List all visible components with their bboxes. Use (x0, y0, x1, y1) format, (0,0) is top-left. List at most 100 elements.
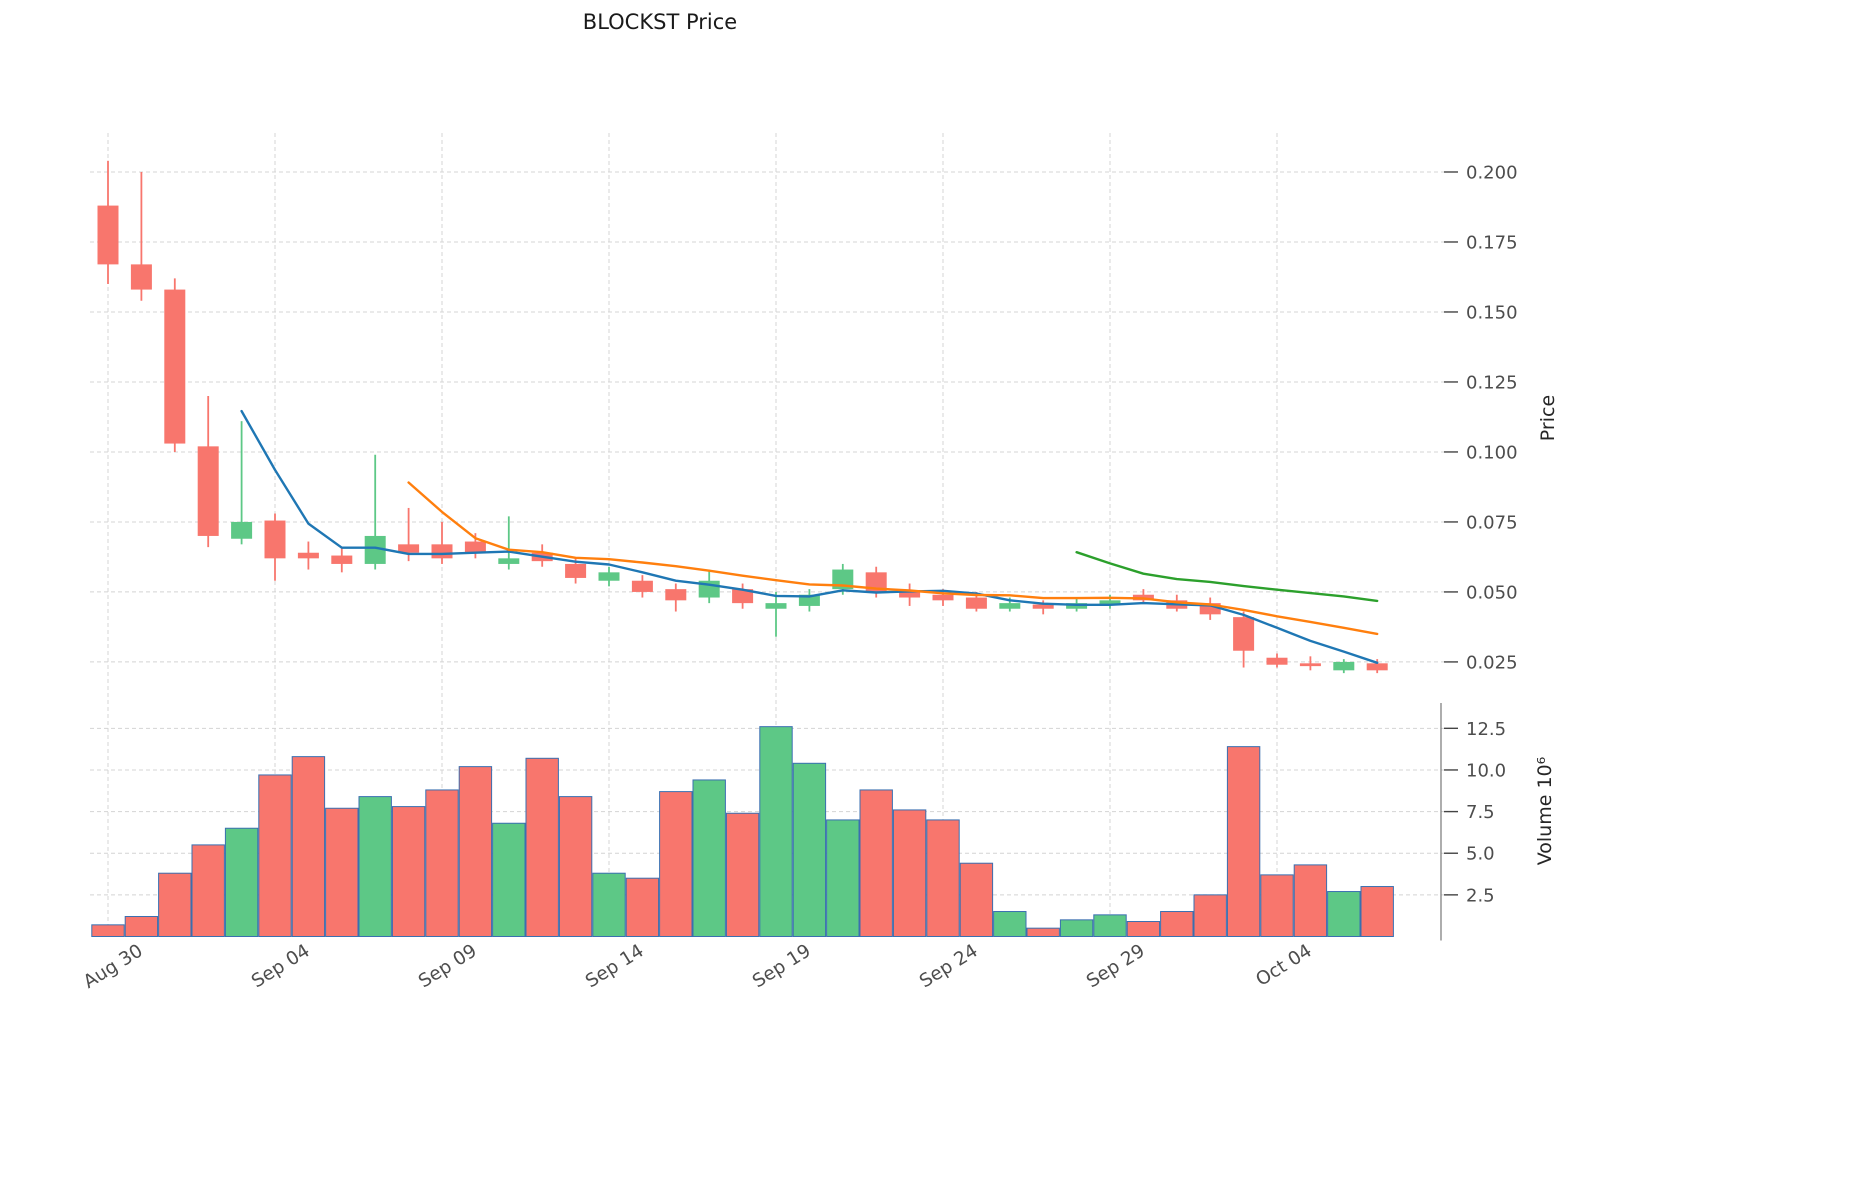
candle-body (932, 594, 954, 601)
volume-bar (1193, 894, 1227, 937)
price-tick-label: 0.025 (1466, 652, 1518, 673)
candle (598, 566, 620, 587)
volume-bar (692, 779, 726, 937)
candle-body (464, 541, 486, 553)
ma-slow-line (1075, 551, 1379, 603)
candle (1299, 656, 1321, 671)
candles (97, 160, 1388, 674)
candle (97, 160, 119, 284)
candle-body (297, 552, 319, 559)
volume-bar (1260, 874, 1294, 937)
price-tick-label: 0.100 (1466, 442, 1518, 463)
volume-bar (659, 791, 693, 937)
candle-body (732, 589, 754, 604)
volume-bar (1293, 864, 1328, 937)
candle (398, 507, 420, 562)
volume-tick-label: 2.5 (1466, 885, 1495, 906)
volume-bar (1160, 911, 1194, 938)
candle (631, 575, 653, 598)
volume-bar (291, 756, 326, 938)
volume-bar (191, 844, 225, 938)
candle-body (1366, 663, 1388, 671)
candle-body (130, 264, 152, 290)
x-tick-label: Sep 09 (415, 940, 481, 992)
volume-bar (1226, 746, 1261, 938)
candle-body (331, 555, 353, 564)
volume-bar (1026, 927, 1060, 938)
volume-tick-label: 12.5 (1466, 719, 1506, 740)
volume-tick-label: 10.0 (1466, 760, 1506, 781)
volume-bar (1059, 919, 1094, 938)
candle (765, 591, 787, 637)
candle-body (1333, 661, 1355, 671)
candle (1366, 659, 1388, 674)
volume-bar (725, 812, 760, 937)
volume-bar (625, 877, 660, 937)
candle (1233, 611, 1255, 668)
price-tick-label: 0.125 (1466, 372, 1518, 393)
candle (732, 583, 754, 609)
price-tick-label: 0.150 (1466, 302, 1518, 323)
candle (264, 513, 286, 581)
volume-bar (592, 872, 626, 937)
candle (297, 541, 319, 570)
candle-body (798, 594, 820, 606)
volume-bar (1093, 914, 1127, 938)
candle-body (1266, 657, 1288, 665)
candle-body (1233, 617, 1255, 651)
chart-title: BLOCKST Price (582, 10, 738, 34)
candle-body (197, 446, 219, 536)
volume-bar (525, 757, 559, 938)
ma-mid-line (407, 481, 1379, 636)
x-tick-label: Oct 04 (1252, 940, 1315, 990)
candle-body (364, 535, 386, 564)
candle-body (1199, 603, 1221, 615)
candle (130, 171, 152, 301)
volume-bar (959, 862, 994, 937)
volume-tick-label: 5.0 (1466, 844, 1495, 865)
x-tick-label: Sep 04 (248, 940, 314, 992)
volume-bar (1126, 921, 1161, 938)
candle-body (264, 520, 286, 559)
candle-body (565, 563, 587, 578)
candle-body (164, 289, 186, 444)
x-tick-label: Aug 30 (80, 940, 147, 993)
volume-bar (492, 822, 526, 938)
candle-body (765, 603, 787, 609)
candle (899, 583, 921, 606)
x-tick-label: Sep 14 (582, 940, 648, 992)
candle (431, 521, 453, 564)
candle-body (431, 544, 453, 559)
price-tick-label: 0.075 (1466, 512, 1518, 533)
candle (1132, 589, 1154, 604)
volume-bars (91, 726, 1394, 938)
candle-body (97, 205, 119, 265)
candle-body (598, 572, 620, 581)
volume-bar (458, 766, 493, 938)
candle-body (398, 544, 420, 553)
volume-bar (993, 911, 1027, 938)
candle-body (1299, 663, 1321, 667)
candle-body (1099, 600, 1121, 605)
candle-body (999, 603, 1021, 609)
candle (364, 454, 386, 570)
x-tick-label: Sep 24 (916, 940, 982, 992)
candle-body (965, 597, 987, 609)
volume-bar (558, 796, 593, 937)
volume-bar (826, 819, 860, 937)
candle (164, 278, 186, 452)
volume-bar (391, 806, 426, 937)
candle (498, 516, 520, 570)
candle-body (631, 580, 653, 592)
candle (197, 395, 219, 548)
volume-bar (158, 872, 192, 937)
volume-tick-label: 7.5 (1466, 802, 1495, 823)
volume-bar (926, 819, 960, 937)
candle (665, 583, 687, 612)
candle-body (899, 591, 921, 598)
volume-bar (358, 796, 392, 937)
price-tick-label: 0.200 (1466, 162, 1518, 183)
candle-body (1032, 604, 1054, 609)
candle (331, 547, 353, 573)
